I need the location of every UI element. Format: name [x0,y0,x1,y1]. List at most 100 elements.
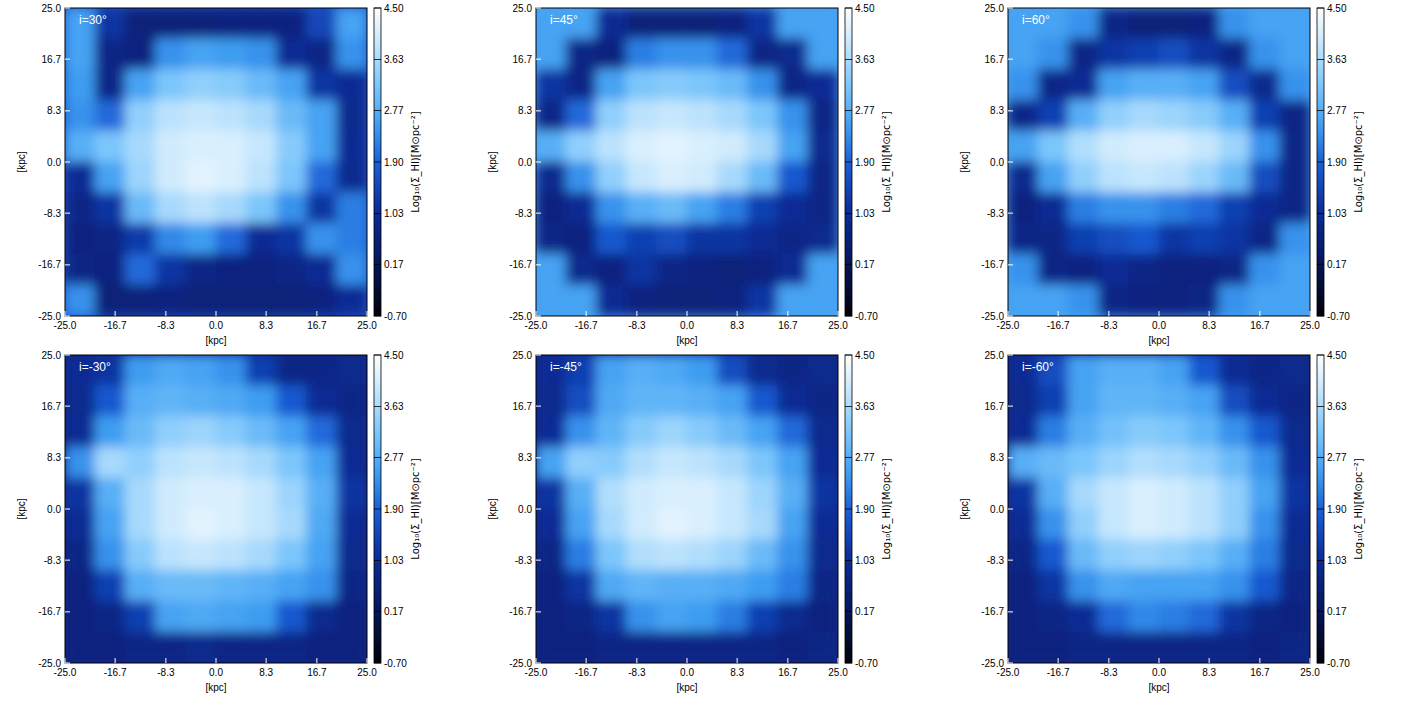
cell [65,539,96,571]
cell [1159,285,1190,316]
cell [1038,416,1069,448]
cell [747,8,778,39]
x-tick [737,658,738,663]
cell [1189,69,1220,101]
cell [626,570,657,602]
cell [1098,8,1129,39]
cell [656,192,687,224]
cell [216,632,247,663]
x-tick-label: 16.7 [1250,667,1270,678]
cell [65,478,96,510]
y-tick-label: -8.3 [987,208,1005,219]
colorbar-tick-label: 4.50 [855,350,875,361]
colorbar-tick-label: 3.63 [1327,54,1347,65]
cell [276,192,307,224]
cell [95,478,126,510]
cell [125,223,156,255]
colorbar-tick-label: 1.90 [855,157,875,168]
cell [747,478,778,510]
cell [95,38,126,70]
cell [807,570,838,602]
cell [1159,385,1190,417]
cell [246,478,277,510]
colorbar [845,355,852,663]
cell [1249,478,1280,510]
cell [1249,632,1280,663]
y-tick-label: -8.3 [987,555,1005,566]
x-tick-label: 8.3 [1202,667,1216,678]
y-tick [65,509,70,510]
y-tick [536,316,541,317]
y-tick-label: 25.0 [42,350,62,361]
colorbar-tick-label: 1.03 [855,555,875,566]
y-tick [65,59,70,60]
cell [1068,416,1099,448]
cell [1008,38,1039,70]
x-tick [266,311,267,316]
cell [1219,447,1250,479]
cell [626,632,657,663]
x-axis-title: [kpc] [1148,682,1169,693]
cell [1249,100,1280,132]
x-tick [1209,658,1210,663]
y-axis-title: [kpc] [16,498,27,519]
cell [1219,539,1250,571]
x-tick-label: 0.0 [209,667,223,678]
cell [216,355,247,386]
cell [536,385,567,417]
cell [596,223,627,255]
cell [777,416,808,448]
cell [276,478,307,510]
cell [687,38,718,70]
cell [777,254,808,286]
cell [656,38,687,70]
x-axis-title: [kpc] [676,335,697,346]
cell [1249,355,1280,386]
cell [1098,447,1129,479]
cell [1098,192,1129,224]
cell [566,69,597,101]
cell [1189,416,1220,448]
cell [336,8,367,39]
cell [536,601,567,633]
cell [185,285,216,316]
cell [1219,69,1250,101]
cell [276,539,307,571]
cell [596,385,627,417]
cell [656,355,687,386]
cell [1279,100,1310,132]
x-tick [367,658,368,663]
cell [566,385,597,417]
cell [95,539,126,571]
cell [306,254,337,286]
cell [65,385,96,417]
cell [687,601,718,633]
cell [1189,162,1220,194]
colorbar-tick [845,509,852,510]
cell [1128,570,1159,602]
x-tick [1159,311,1160,316]
x-tick [115,658,116,663]
cell [216,570,247,602]
cell [777,131,808,163]
cell [65,570,96,602]
cell [536,416,567,448]
cell [1219,570,1250,602]
panel: -25.0-16.7-8.30.08.316.725.0-25.0-16.7-8… [959,350,1365,694]
cell [1068,539,1099,571]
x-tick [1310,311,1311,316]
cell [687,385,718,417]
cell [1219,478,1250,510]
cell [65,601,96,633]
y-tick [1008,406,1013,407]
plot-area [1008,355,1310,663]
cell [717,570,748,602]
cell [216,100,247,132]
cell [1128,416,1159,448]
colorbar-title: Log₁₀(Σ_HI)[M⊙pc⁻²] [410,458,422,560]
cell [807,38,838,70]
cell [125,100,156,132]
cell [1249,570,1280,602]
y-tick-label: -16.7 [981,259,1004,270]
cell [747,601,778,633]
